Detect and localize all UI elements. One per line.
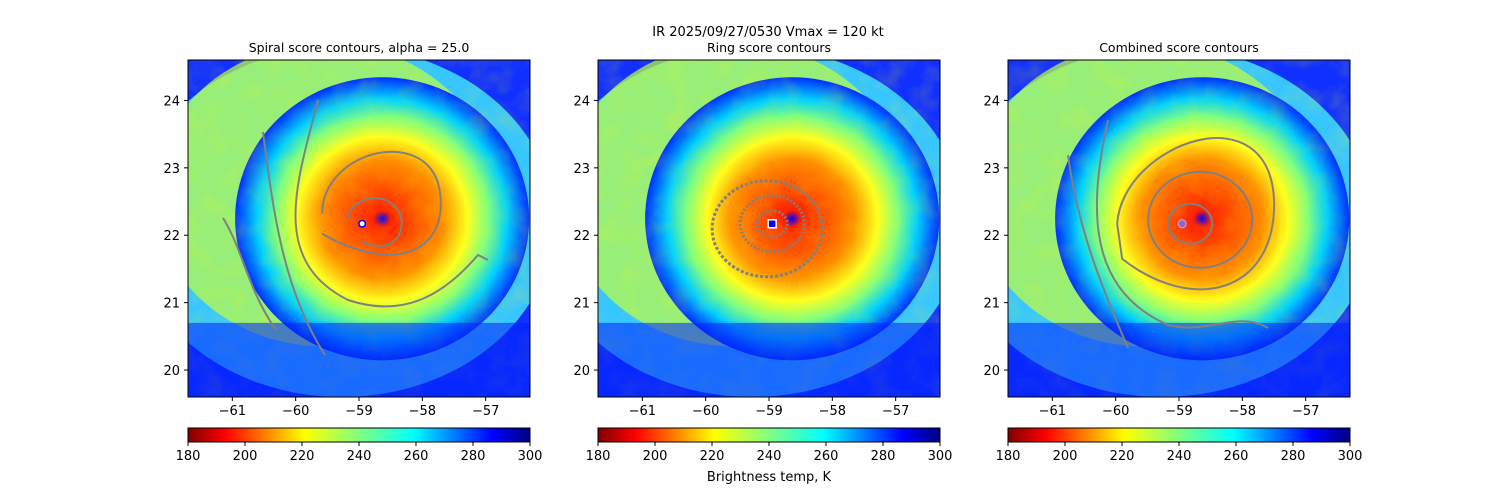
contour-outer [1116, 137, 1276, 291]
colorbar-tick-label: 180 [586, 449, 611, 464]
x-tick-label: −58 [409, 404, 436, 419]
x-tick-label: −58 [819, 404, 846, 419]
x-tick-label: −57 [1292, 404, 1319, 419]
y-tick-label: 23 [573, 162, 590, 177]
colorbar: 180 200 220 240 260 280 300 Brightness temp, K [586, 427, 953, 485]
contour-middle [1147, 170, 1254, 269]
y-tick-label: 22 [163, 229, 180, 244]
ir-image [188, 60, 530, 397]
y-tick-label: 24 [983, 94, 1000, 109]
colorbar: 180 200 220 240 260 280 300 [176, 427, 543, 464]
y-tick-label: 21 [983, 297, 1000, 312]
colorbar-tick-label: 300 [518, 449, 543, 464]
y-tick-label: 24 [163, 94, 180, 109]
colorbar-tick-label: 280 [461, 449, 486, 464]
panel-title: Combined score contours [1099, 40, 1259, 55]
colorbar-tick-label: 300 [1338, 449, 1363, 464]
figure-suptitle: IR 2025/09/27/0530 Vmax = 120 kt [652, 25, 883, 40]
colorbar-tick-label: 240 [1167, 449, 1192, 464]
x-tick-label: −59 [1165, 404, 1192, 419]
colorbar-tick-label: 260 [404, 449, 429, 464]
y-tick-label: 21 [163, 297, 180, 312]
x-tick-label: −57 [882, 404, 909, 419]
colorbar-tick-label: 180 [996, 449, 1021, 464]
y-tick-label: 24 [573, 94, 590, 109]
colorbar-tick-label: 200 [643, 449, 668, 464]
y-tick-label: 21 [573, 297, 590, 312]
panel-3: Combined score contours −61 −60 −59 −58 −57 20… [983, 40, 1363, 464]
contour-arm-2 [1067, 154, 1129, 349]
contour-outer [294, 99, 489, 308]
center-marker [1177, 219, 1187, 229]
colorbar-tick-label: 260 [814, 449, 839, 464]
ir-image [1008, 60, 1350, 397]
center-marker [359, 221, 365, 227]
contour-ring-middle [738, 194, 806, 254]
x-tick-label: −61 [219, 404, 246, 419]
x-tick-label: −59 [755, 404, 782, 419]
x-tick-label: −61 [629, 404, 656, 419]
colorbar-tick-label: 220 [1110, 449, 1135, 464]
y-tick-label: 22 [573, 229, 590, 244]
y-tick-label: 22 [983, 229, 1000, 244]
colorbar-tick-label: 180 [176, 449, 201, 464]
x-tick-label: −60 [282, 404, 309, 419]
colorbar-tick-label: 200 [233, 449, 258, 464]
contour-ring-inner [755, 209, 789, 239]
colorbar-gradient [597, 427, 941, 443]
contour-arm-2 [222, 217, 277, 331]
center-marker [767, 219, 777, 229]
ir-image [598, 60, 940, 397]
score-contours [710, 179, 824, 279]
colorbar-gradient [1007, 427, 1351, 443]
colorbar-gradient [187, 427, 531, 443]
panel-2: Ring score contours −61 −60 −59 −58 −57 20 21 22… [573, 40, 953, 485]
colorbar-tick-label: 240 [757, 449, 782, 464]
colorbar-label: Brightness temp, K [707, 470, 832, 485]
x-tick-label: −60 [692, 404, 719, 419]
contour-inner [1167, 202, 1214, 245]
x-tick-label: −59 [345, 404, 372, 419]
colorbar-tick-label: 300 [928, 449, 953, 464]
contour-arm-1 [262, 131, 326, 356]
colorbar-tick-label: 280 [871, 449, 896, 464]
y-tick-label: 23 [983, 162, 1000, 177]
x-tick-label: −57 [472, 404, 499, 419]
contour-ring-outer [710, 179, 824, 279]
y-tick-label: 20 [163, 364, 180, 379]
contour-middle [321, 150, 442, 256]
contour-inner [346, 197, 403, 247]
colorbar-tick-label: 280 [1281, 449, 1306, 464]
contour-arm-1 [1095, 119, 1269, 329]
y-tick-label: 20 [983, 364, 1000, 379]
score-contours [1067, 119, 1276, 349]
colorbar-tick-label: 260 [1224, 449, 1249, 464]
score-contours [222, 99, 489, 356]
x-tick-label: −58 [1229, 404, 1256, 419]
y-tick-label: 20 [573, 364, 590, 379]
colorbar-tick-label: 200 [1053, 449, 1078, 464]
colorbar-tick-label: 220 [290, 449, 315, 464]
y-tick-label: 23 [163, 162, 180, 177]
panel-1: Spiral score contours, alpha = 25.0 −61 −6… [163, 40, 543, 464]
colorbar-tick-label: 220 [700, 449, 725, 464]
colorbar: 180 200 220 240 260 280 300 [996, 427, 1363, 464]
x-tick-label: −60 [1102, 404, 1129, 419]
panel-title: Spiral score contours, alpha = 25.0 [249, 40, 470, 55]
colorbar-tick-label: 240 [347, 449, 372, 464]
panel-title: Ring score contours [707, 40, 831, 55]
x-tick-label: −61 [1039, 404, 1066, 419]
